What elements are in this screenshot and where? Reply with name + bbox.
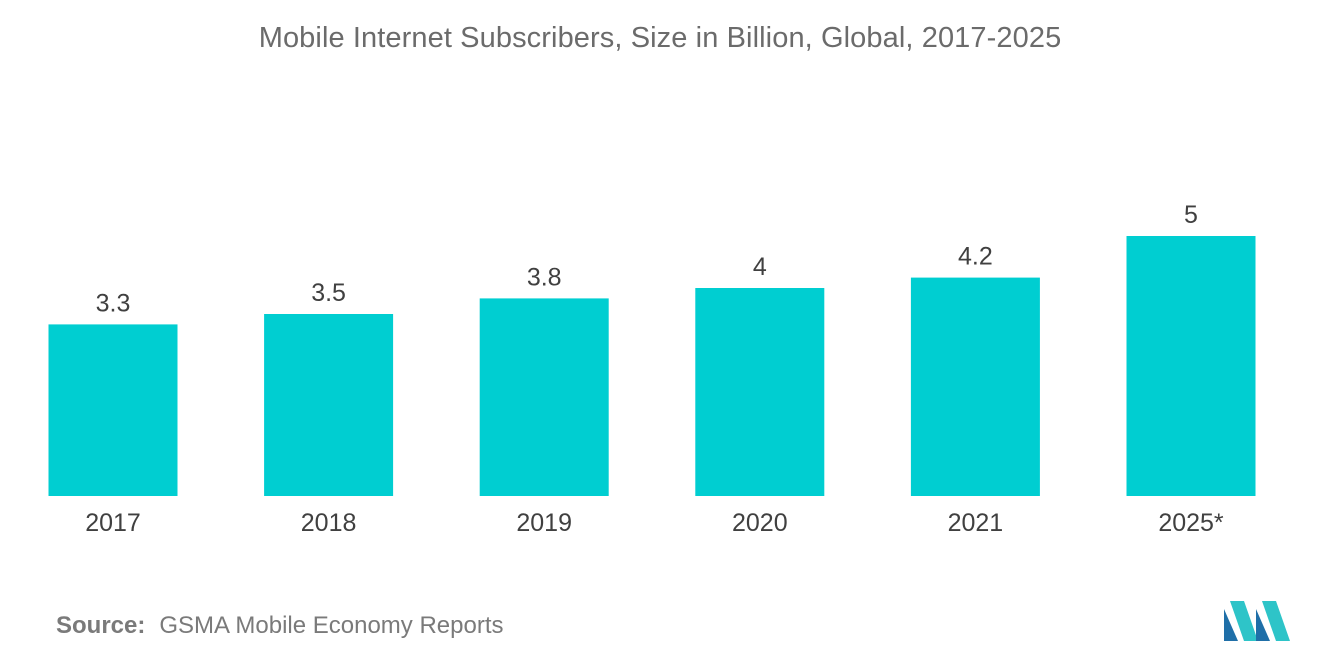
bar-2021 bbox=[910, 277, 1040, 496]
bar-2017 bbox=[48, 324, 178, 496]
category-label-2021: 2021 bbox=[948, 509, 1004, 537]
value-labels-group: 3.3 3.5 3.8 4 4.2 5 bbox=[96, 201, 1198, 317]
bar-chart: 3.3 3.5 3.8 4 4.2 5 2017 2018 2019 2020 2021 2025* bbox=[48, 201, 1256, 537]
value-label-2018: 3.5 bbox=[311, 279, 346, 307]
bar-2019 bbox=[479, 298, 609, 496]
value-label-2021: 4.2 bbox=[958, 243, 993, 271]
mordor-intelligence-logo-icon bbox=[1224, 601, 1290, 641]
category-labels-group: 2017 2018 2019 2020 2021 2025* bbox=[85, 509, 1224, 537]
bar-2025* bbox=[1126, 236, 1256, 496]
category-label-2020: 2020 bbox=[732, 509, 788, 537]
source-label: Source: bbox=[56, 612, 146, 639]
value-label-2020: 4 bbox=[753, 253, 767, 281]
category-label-2019: 2019 bbox=[516, 509, 572, 537]
category-label-2017: 2017 bbox=[85, 509, 141, 537]
bar-2020 bbox=[695, 288, 825, 496]
category-label-2018: 2018 bbox=[301, 509, 357, 537]
bars-group bbox=[48, 236, 1256, 496]
value-label-2017: 3.3 bbox=[96, 289, 131, 317]
value-label-2019: 3.8 bbox=[527, 263, 562, 291]
source-note: Source: GSMA Mobile Economy Reports bbox=[56, 612, 504, 640]
source-text: GSMA Mobile Economy Reports bbox=[159, 612, 504, 639]
chart-title: Mobile Internet Subscribers, Size in Bil… bbox=[258, 22, 1062, 54]
value-label-2025*: 5 bbox=[1184, 201, 1198, 229]
bar-2018 bbox=[264, 314, 394, 496]
category-label-2025*: 2025* bbox=[1158, 509, 1224, 537]
